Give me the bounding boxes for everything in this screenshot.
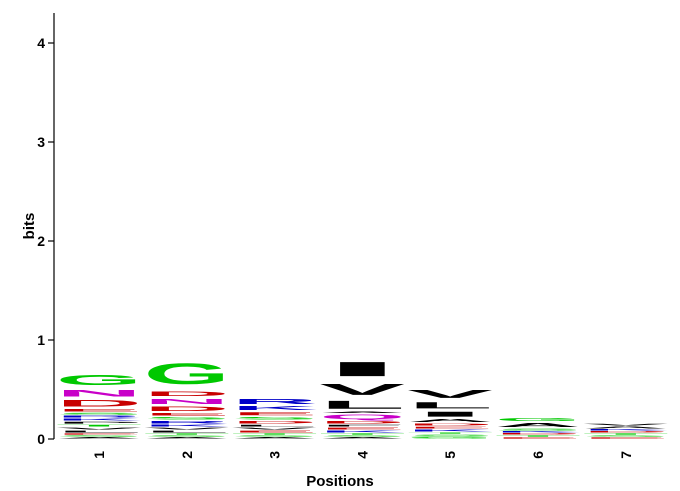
logo-letter-d: D: [407, 423, 493, 426]
logo-letter-a: A: [407, 418, 493, 423]
x-tick-label: 4: [354, 451, 370, 459]
logo-letter-g: G: [495, 417, 581, 422]
logo-letter-l: L: [144, 430, 230, 433]
logo-letter-r: R: [232, 397, 318, 405]
y-tick-label: 0: [37, 431, 45, 447]
logo-letter-i: I: [407, 410, 493, 418]
logo-letter-t: T: [583, 433, 669, 435]
logo-letter-k: K: [319, 430, 405, 433]
x-tick-label: 7: [618, 451, 634, 459]
logo-letter-t: T: [319, 433, 405, 435]
logo-letter-s: S: [407, 434, 493, 437]
logo-letter-k: K: [583, 429, 669, 431]
logo-letter-v: V: [583, 423, 669, 426]
logo-letter-a: A: [319, 437, 405, 439]
logo-letter-s: S: [583, 435, 669, 437]
logo-letter-v: V: [144, 427, 230, 430]
logo-letter-d: D: [144, 405, 230, 412]
logo-letter-d: D: [56, 398, 142, 408]
logo-letter-e: E: [232, 411, 318, 416]
logo-letter-r: R: [144, 420, 230, 424]
logo-letter-l: L: [56, 430, 142, 433]
x-tick-label: 2: [179, 451, 195, 459]
logo-letter-t: T: [495, 435, 581, 437]
logo-letter-p: P: [56, 421, 142, 424]
logo-letter-a: A: [56, 437, 142, 439]
logo-letter-a: A: [144, 437, 230, 439]
logo-letter-a: A: [583, 426, 669, 429]
logo-letter-a: A: [495, 422, 581, 428]
logo-letter-a: A: [319, 411, 405, 413]
logo-letter-d: D: [144, 390, 230, 397]
logo-letter-k: K: [495, 431, 581, 433]
logo-letter-t: T: [144, 433, 230, 435]
y-axis-ticks: 0 1 2 3 4: [37, 35, 54, 447]
logo-letter-d: D: [319, 420, 405, 424]
logo-letter-e: E: [319, 427, 405, 430]
x-axis-label: Positions: [306, 473, 374, 490]
logo-letter-s: S: [144, 435, 230, 437]
logo-letter-k: K: [144, 424, 230, 427]
logo-letter-e: E: [583, 437, 669, 439]
x-tick-label: 6: [530, 451, 546, 459]
x-axis-ticks: 1 2 3 4 5 6 7: [91, 451, 634, 459]
logo-letter-q: Q: [319, 413, 405, 420]
logo-letter-k: K: [407, 429, 493, 432]
logo-letter-d: D: [583, 431, 669, 433]
logo-letter-e: E: [407, 426, 493, 429]
logo-letter-k: K: [56, 418, 142, 421]
logo-letter-a: A: [232, 437, 318, 439]
logo-letter-g: G: [144, 358, 230, 390]
logo-letter-t: T: [232, 433, 318, 435]
logo-letter-v: V: [319, 381, 405, 399]
logo-letter-e: E: [56, 408, 142, 412]
logo-letter-v: V: [232, 427, 318, 430]
logo-letter-s: S: [232, 416, 318, 420]
logo-letter-k: K: [232, 405, 318, 411]
logo-letter-e: E: [144, 412, 230, 416]
y-tick-label: 4: [37, 35, 45, 51]
logo-letter-s: S: [56, 435, 142, 437]
logo-letter-d: D: [232, 420, 318, 424]
logo-letter-s: S: [232, 435, 318, 437]
logo-letter-v: V: [56, 427, 142, 430]
logo-letter-d: D: [495, 433, 581, 435]
logo-letter-e: E: [232, 430, 318, 433]
logo-letter-s: S: [144, 416, 230, 420]
logo-letter-l: L: [232, 424, 318, 427]
logo-letter-s: S: [56, 412, 142, 415]
logo-letter-l: L: [407, 400, 493, 410]
logo-letter-t: T: [407, 432, 493, 434]
logo-letter-t: T: [56, 424, 142, 427]
logo-letter-f: F: [319, 424, 405, 427]
y-tick-label: 3: [37, 134, 45, 150]
logo-letter-i: I: [319, 358, 405, 381]
logo-letter-s: S: [319, 435, 405, 437]
logo-letter-v: V: [407, 388, 493, 401]
x-tick-label: 1: [91, 451, 107, 459]
x-tick-label: 5: [442, 451, 458, 459]
logo-letter-n: N: [56, 389, 142, 399]
logo-columns: ASELVTPKRSEDNGASTLVKRSEDNDGASTEVLDSEKRAS…: [56, 358, 669, 439]
y-tick-label: 2: [37, 233, 45, 249]
y-axis-label: bits: [21, 213, 38, 240]
logo-letter-g: G: [56, 372, 142, 389]
logo-letter-l: L: [319, 399, 405, 412]
logo-letter-g: G: [407, 437, 493, 439]
logo-letter-e: E: [495, 437, 581, 439]
logo-letter-e: E: [56, 433, 142, 435]
y-tick-label: 1: [37, 332, 45, 348]
logo-letter-r: R: [56, 415, 142, 418]
logo-letter-n: N: [144, 397, 230, 405]
x-tick-label: 3: [267, 451, 283, 459]
logo-letter-s: S: [495, 428, 581, 431]
